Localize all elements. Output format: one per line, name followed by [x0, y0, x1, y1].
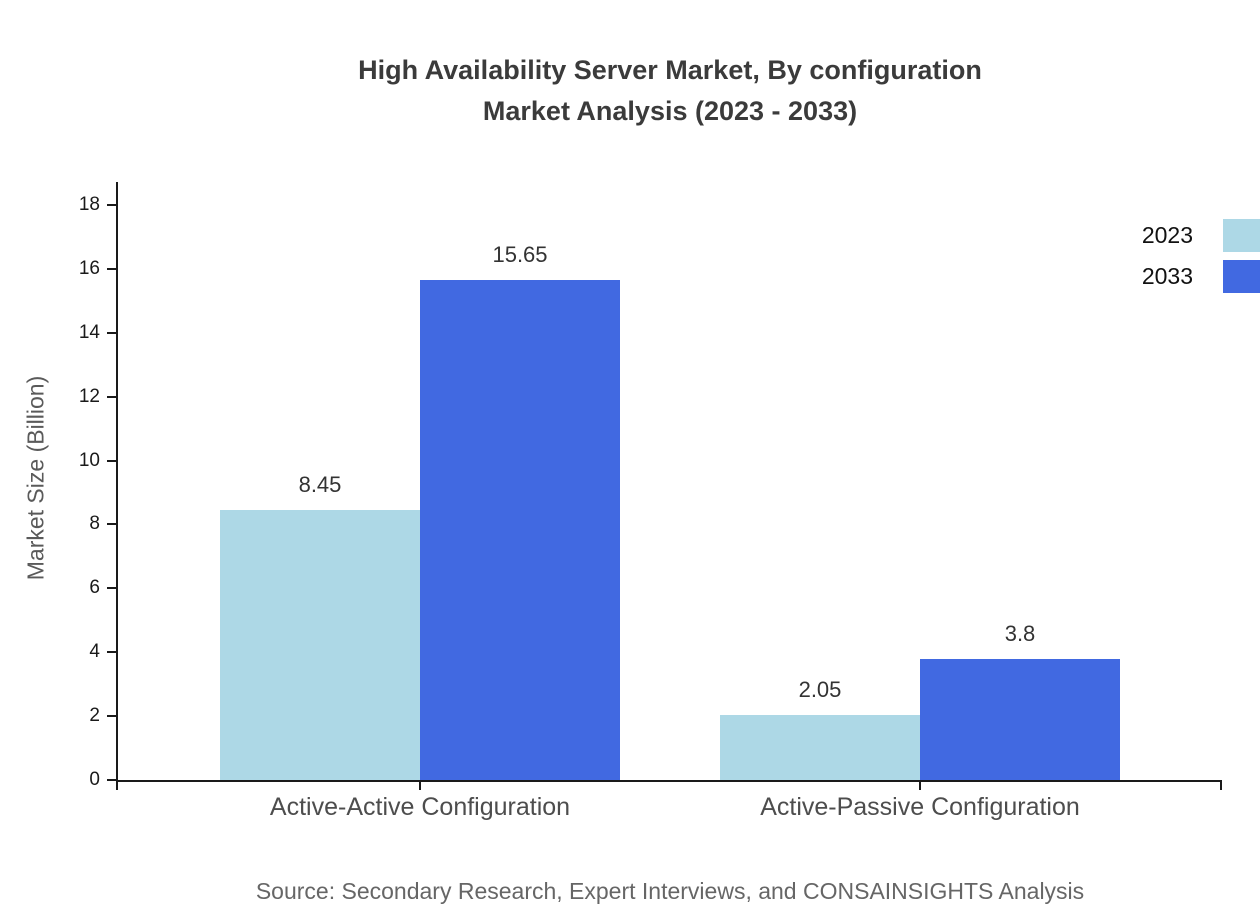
source-note: Source: Secondary Research, Expert Inter… — [255, 878, 1085, 904]
legend-label-2033: 2033 — [1141, 263, 1193, 289]
y-tick-label: 10 — [78, 449, 100, 471]
legend-swatch-2023 — [1223, 219, 1260, 252]
y-tick — [107, 715, 116, 718]
y-tick-label: 8 — [89, 513, 100, 535]
plot-area: 0 2 4 6 8 10 12 14 16 18 8.45 15.65 Active-Active Co… — [79, 182, 1222, 821]
x-axis-end-tick — [1220, 782, 1222, 790]
bar-2033-category-0 — [420, 280, 620, 780]
y-tick-label: 2 — [89, 705, 100, 727]
x-tick — [919, 782, 921, 790]
chart-title-line2: Market Analysis (2023 - 2033) — [482, 96, 858, 126]
y-tick-label: 12 — [78, 385, 100, 407]
y-tick — [107, 651, 116, 654]
x-category-label: Active-Passive Configuration — [760, 793, 1080, 821]
y-tick — [107, 331, 116, 334]
legend: 2023 2033 — [1138, 219, 1260, 301]
y-tick — [107, 587, 116, 590]
bar-value-label: 2.05 — [798, 676, 842, 702]
y-tick — [107, 459, 116, 462]
bar-2033-category-1 — [920, 658, 1120, 780]
y-tick — [107, 267, 116, 270]
x-axis-start-tick — [116, 782, 118, 790]
bar-value-label: 3.8 — [1004, 620, 1036, 646]
y-tick-label: 14 — [78, 321, 100, 343]
legend-label-2023: 2023 — [1141, 222, 1193, 248]
legend-item-2023: 2023 — [1138, 219, 1260, 252]
chart-title-line1: High Availability Server Market, By conf… — [358, 55, 982, 85]
bar-2023-category-0 — [220, 510, 420, 780]
y-tick-label: 6 — [89, 577, 100, 599]
x-category-label: Active-Active Configuration — [269, 793, 571, 821]
chart-title: High Availability Server Market, By conf… — [118, 50, 1222, 132]
y-tick — [107, 779, 116, 781]
x-tick — [419, 782, 421, 790]
bar-2023-category-1 — [720, 714, 920, 780]
y-tick-label: 0 — [89, 769, 100, 790]
legend-item-2033: 2033 — [1138, 260, 1260, 293]
y-tick-label: 4 — [89, 641, 100, 663]
y-tick — [107, 523, 116, 526]
y-tick — [107, 395, 116, 398]
legend-swatch-2033 — [1223, 260, 1260, 293]
y-tick-label: 18 — [78, 194, 100, 215]
y-tick — [107, 204, 116, 206]
bar-value-label: 8.45 — [298, 472, 342, 498]
bar-value-label: 15.65 — [492, 242, 548, 268]
y-tick-label: 16 — [78, 257, 100, 279]
